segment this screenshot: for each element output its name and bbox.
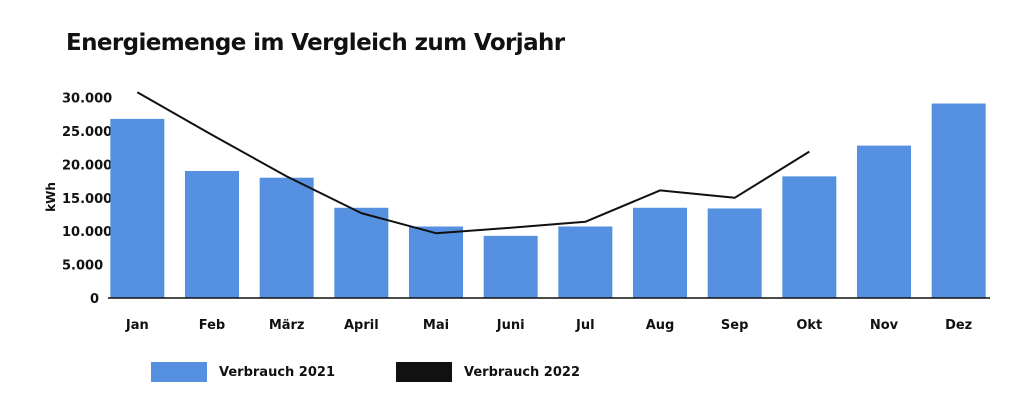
legend-label-2021: Verbrauch 2021 <box>219 364 335 380</box>
bar-okt <box>782 176 837 298</box>
x-tick-label: Aug <box>646 318 675 333</box>
bar-sep <box>707 208 762 298</box>
y-tick-label: 10.000 <box>62 225 112 240</box>
bar-dez <box>931 103 986 298</box>
bar-feb <box>185 171 239 298</box>
y-tick-label: 25.000 <box>62 125 112 140</box>
legend-swatch-2022 <box>396 362 452 382</box>
bars-verbrauch-2021 <box>110 103 986 299</box>
y-tick-label: 0 <box>90 292 99 307</box>
x-tick-label: April <box>344 318 379 333</box>
x-axis-labels: Jan Feb März April Mai Juni Jul Aug Sep Okt Nov Dez <box>125 318 972 333</box>
x-tick-label: Jul <box>575 318 595 333</box>
chart-title: Energiemenge im Vergleich zum Vorjahr <box>66 30 565 56</box>
y-tick-label: 15.000 <box>62 192 112 207</box>
x-tick-label: Mai <box>423 318 449 333</box>
legend-item-2022: Verbrauch 2022 <box>396 362 580 382</box>
bar-märz <box>259 177 314 298</box>
y-axis-ticks: 0 5.000 10.000 15.000 20.000 25.000 30.000 <box>62 92 112 308</box>
x-tick-label: Sep <box>721 318 749 333</box>
bar-line-chart: 0 5.000 10.000 15.000 20.000 25.000 30.000 kWh… <box>44 91 990 333</box>
x-tick-label: Nov <box>870 318 899 333</box>
bar-april <box>334 207 389 298</box>
x-tick-label: Juni <box>496 318 525 333</box>
y-tick-label: 30.000 <box>62 92 112 107</box>
line-verbrauch-2022 <box>136 91 810 235</box>
y-tick-label: 5.000 <box>62 259 103 274</box>
bar-mai <box>409 226 463 298</box>
y-tick-label: 20.000 <box>62 158 112 173</box>
x-tick-label: Feb <box>199 318 225 333</box>
x-tick-label: März <box>269 318 305 333</box>
bar-juni <box>483 235 538 298</box>
x-tick-label: Dez <box>945 318 972 333</box>
y-axis-title: kWh <box>44 182 58 212</box>
bar-jan <box>110 118 165 299</box>
bar-nov <box>857 145 911 298</box>
legend-swatch-2021 <box>151 362 207 382</box>
legend-label-2022: Verbrauch 2022 <box>464 364 580 380</box>
bar-aug <box>633 207 687 298</box>
bar-jul <box>558 226 613 298</box>
legend-item-2021: Verbrauch 2021 <box>151 362 335 382</box>
x-tick-label: Jan <box>125 318 149 333</box>
x-tick-label: Okt <box>796 318 822 333</box>
